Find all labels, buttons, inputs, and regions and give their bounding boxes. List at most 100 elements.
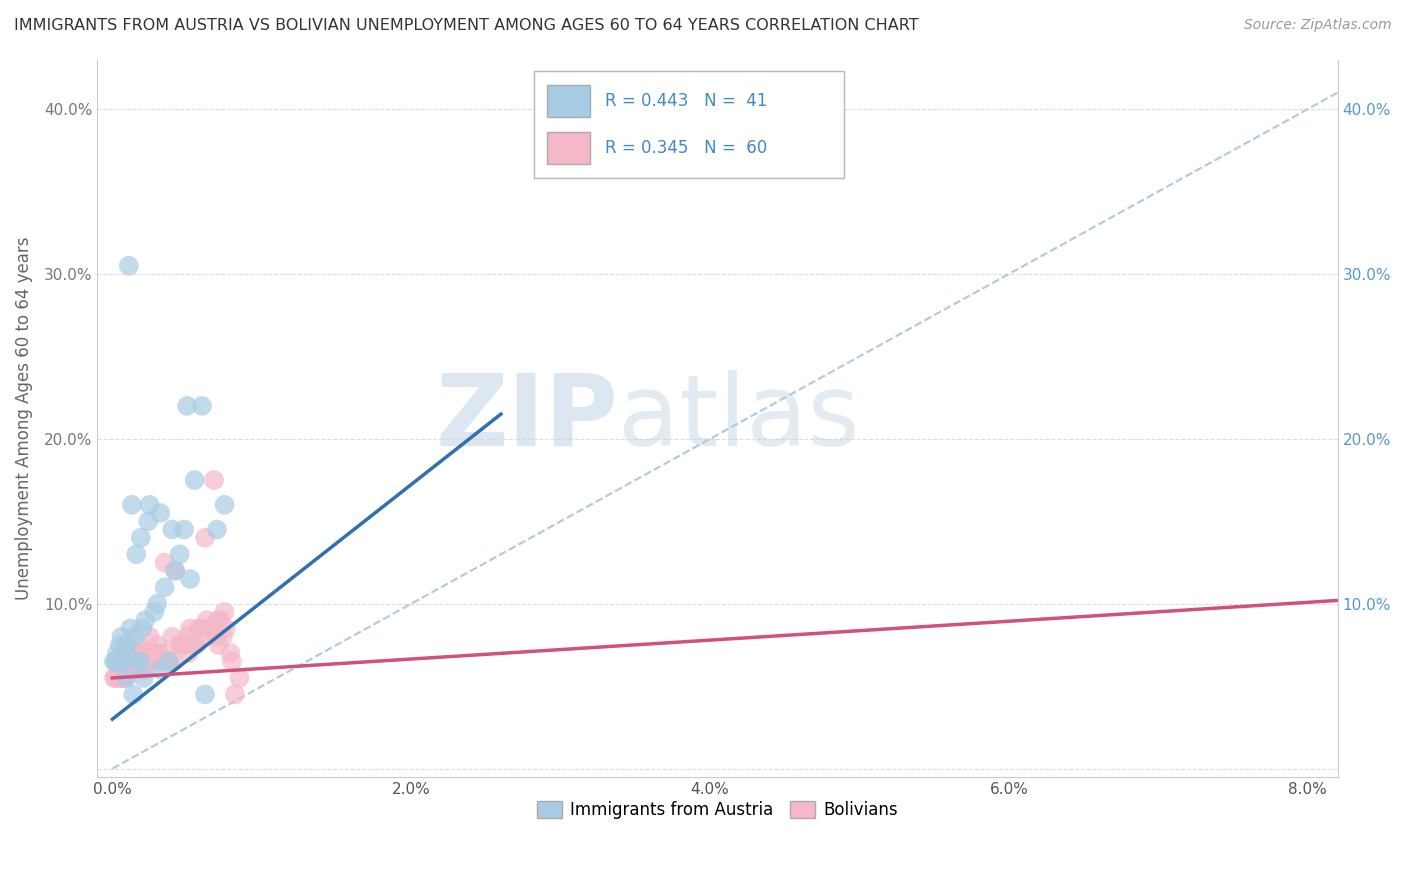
Point	[117, 638, 139, 652]
Point	[177, 646, 200, 660]
Point	[228, 671, 250, 685]
Point	[165, 564, 187, 578]
Point	[104, 655, 127, 669]
Point	[170, 638, 193, 652]
Point	[139, 498, 162, 512]
Point	[134, 646, 156, 660]
Point	[221, 655, 243, 669]
Point	[163, 655, 186, 669]
Point	[149, 655, 172, 669]
Point	[202, 473, 225, 487]
Point	[129, 663, 152, 677]
Point	[153, 646, 176, 660]
Point	[146, 638, 169, 652]
Point	[125, 655, 148, 669]
Point	[118, 663, 141, 677]
Text: R = 0.443   N =  41: R = 0.443 N = 41	[606, 93, 768, 111]
Point	[183, 473, 205, 487]
Point	[128, 655, 150, 669]
Point	[214, 498, 236, 512]
Point	[153, 556, 176, 570]
Point	[149, 506, 172, 520]
Point	[183, 638, 205, 652]
Point	[125, 547, 148, 561]
Point	[179, 572, 201, 586]
Point	[115, 671, 138, 685]
Point	[118, 259, 141, 273]
Point	[112, 646, 135, 660]
Point	[115, 671, 138, 685]
Point	[205, 613, 228, 627]
Point	[155, 655, 177, 669]
Point	[200, 622, 222, 636]
Point	[108, 638, 131, 652]
Point	[224, 687, 246, 701]
Point	[143, 646, 166, 660]
Point	[149, 663, 172, 677]
Point	[111, 655, 134, 669]
Point	[195, 613, 218, 627]
Point	[173, 523, 195, 537]
Point	[110, 630, 132, 644]
Point	[214, 605, 236, 619]
Point	[207, 638, 229, 652]
Point	[160, 630, 183, 644]
Point	[169, 547, 191, 561]
Point	[165, 564, 187, 578]
Point	[169, 638, 191, 652]
Point	[105, 646, 128, 660]
Point	[205, 523, 228, 537]
Point	[128, 638, 150, 652]
Point	[208, 613, 231, 627]
Point	[112, 663, 135, 677]
Point	[124, 630, 146, 644]
Point	[193, 630, 215, 644]
FancyBboxPatch shape	[547, 132, 591, 164]
Point	[179, 622, 201, 636]
Point	[103, 655, 125, 669]
Point	[204, 630, 226, 644]
Point	[107, 655, 129, 669]
Point	[120, 622, 142, 636]
Point	[148, 646, 170, 660]
Point	[111, 671, 134, 685]
Text: IMMIGRANTS FROM AUSTRIA VS BOLIVIAN UNEMPLOYMENT AMONG AGES 60 TO 64 YEARS CORRE: IMMIGRANTS FROM AUSTRIA VS BOLIVIAN UNEM…	[14, 18, 918, 33]
Point	[173, 638, 195, 652]
Point	[191, 622, 214, 636]
FancyBboxPatch shape	[547, 86, 591, 118]
Point	[107, 663, 129, 677]
Point	[188, 622, 211, 636]
Point	[157, 655, 180, 669]
Point	[153, 580, 176, 594]
Point	[194, 531, 217, 545]
Point	[194, 687, 217, 701]
Point	[131, 622, 153, 636]
Point	[103, 671, 125, 685]
Point	[184, 638, 207, 652]
Text: R = 0.345   N =  60: R = 0.345 N = 60	[606, 139, 768, 157]
Point	[104, 671, 127, 685]
Point	[110, 671, 132, 685]
Point	[215, 622, 238, 636]
Point	[191, 399, 214, 413]
Point	[157, 655, 180, 669]
Point	[121, 498, 143, 512]
Point	[143, 605, 166, 619]
Point	[105, 671, 128, 685]
Point	[146, 597, 169, 611]
Text: atlas: atlas	[619, 369, 860, 467]
Text: Source: ZipAtlas.com: Source: ZipAtlas.com	[1244, 18, 1392, 32]
Legend: Immigrants from Austria, Bolivians: Immigrants from Austria, Bolivians	[530, 795, 905, 826]
Point	[219, 646, 242, 660]
Point	[131, 655, 153, 669]
Point	[160, 523, 183, 537]
Text: ZIP: ZIP	[436, 369, 619, 467]
Point	[136, 514, 159, 528]
Point	[128, 655, 150, 669]
Point	[122, 687, 145, 701]
Point	[212, 630, 235, 644]
Point	[122, 663, 145, 677]
Y-axis label: Unemployment Among Ages 60 to 64 years: Unemployment Among Ages 60 to 64 years	[15, 236, 32, 600]
Point	[132, 671, 155, 685]
Point	[129, 531, 152, 545]
